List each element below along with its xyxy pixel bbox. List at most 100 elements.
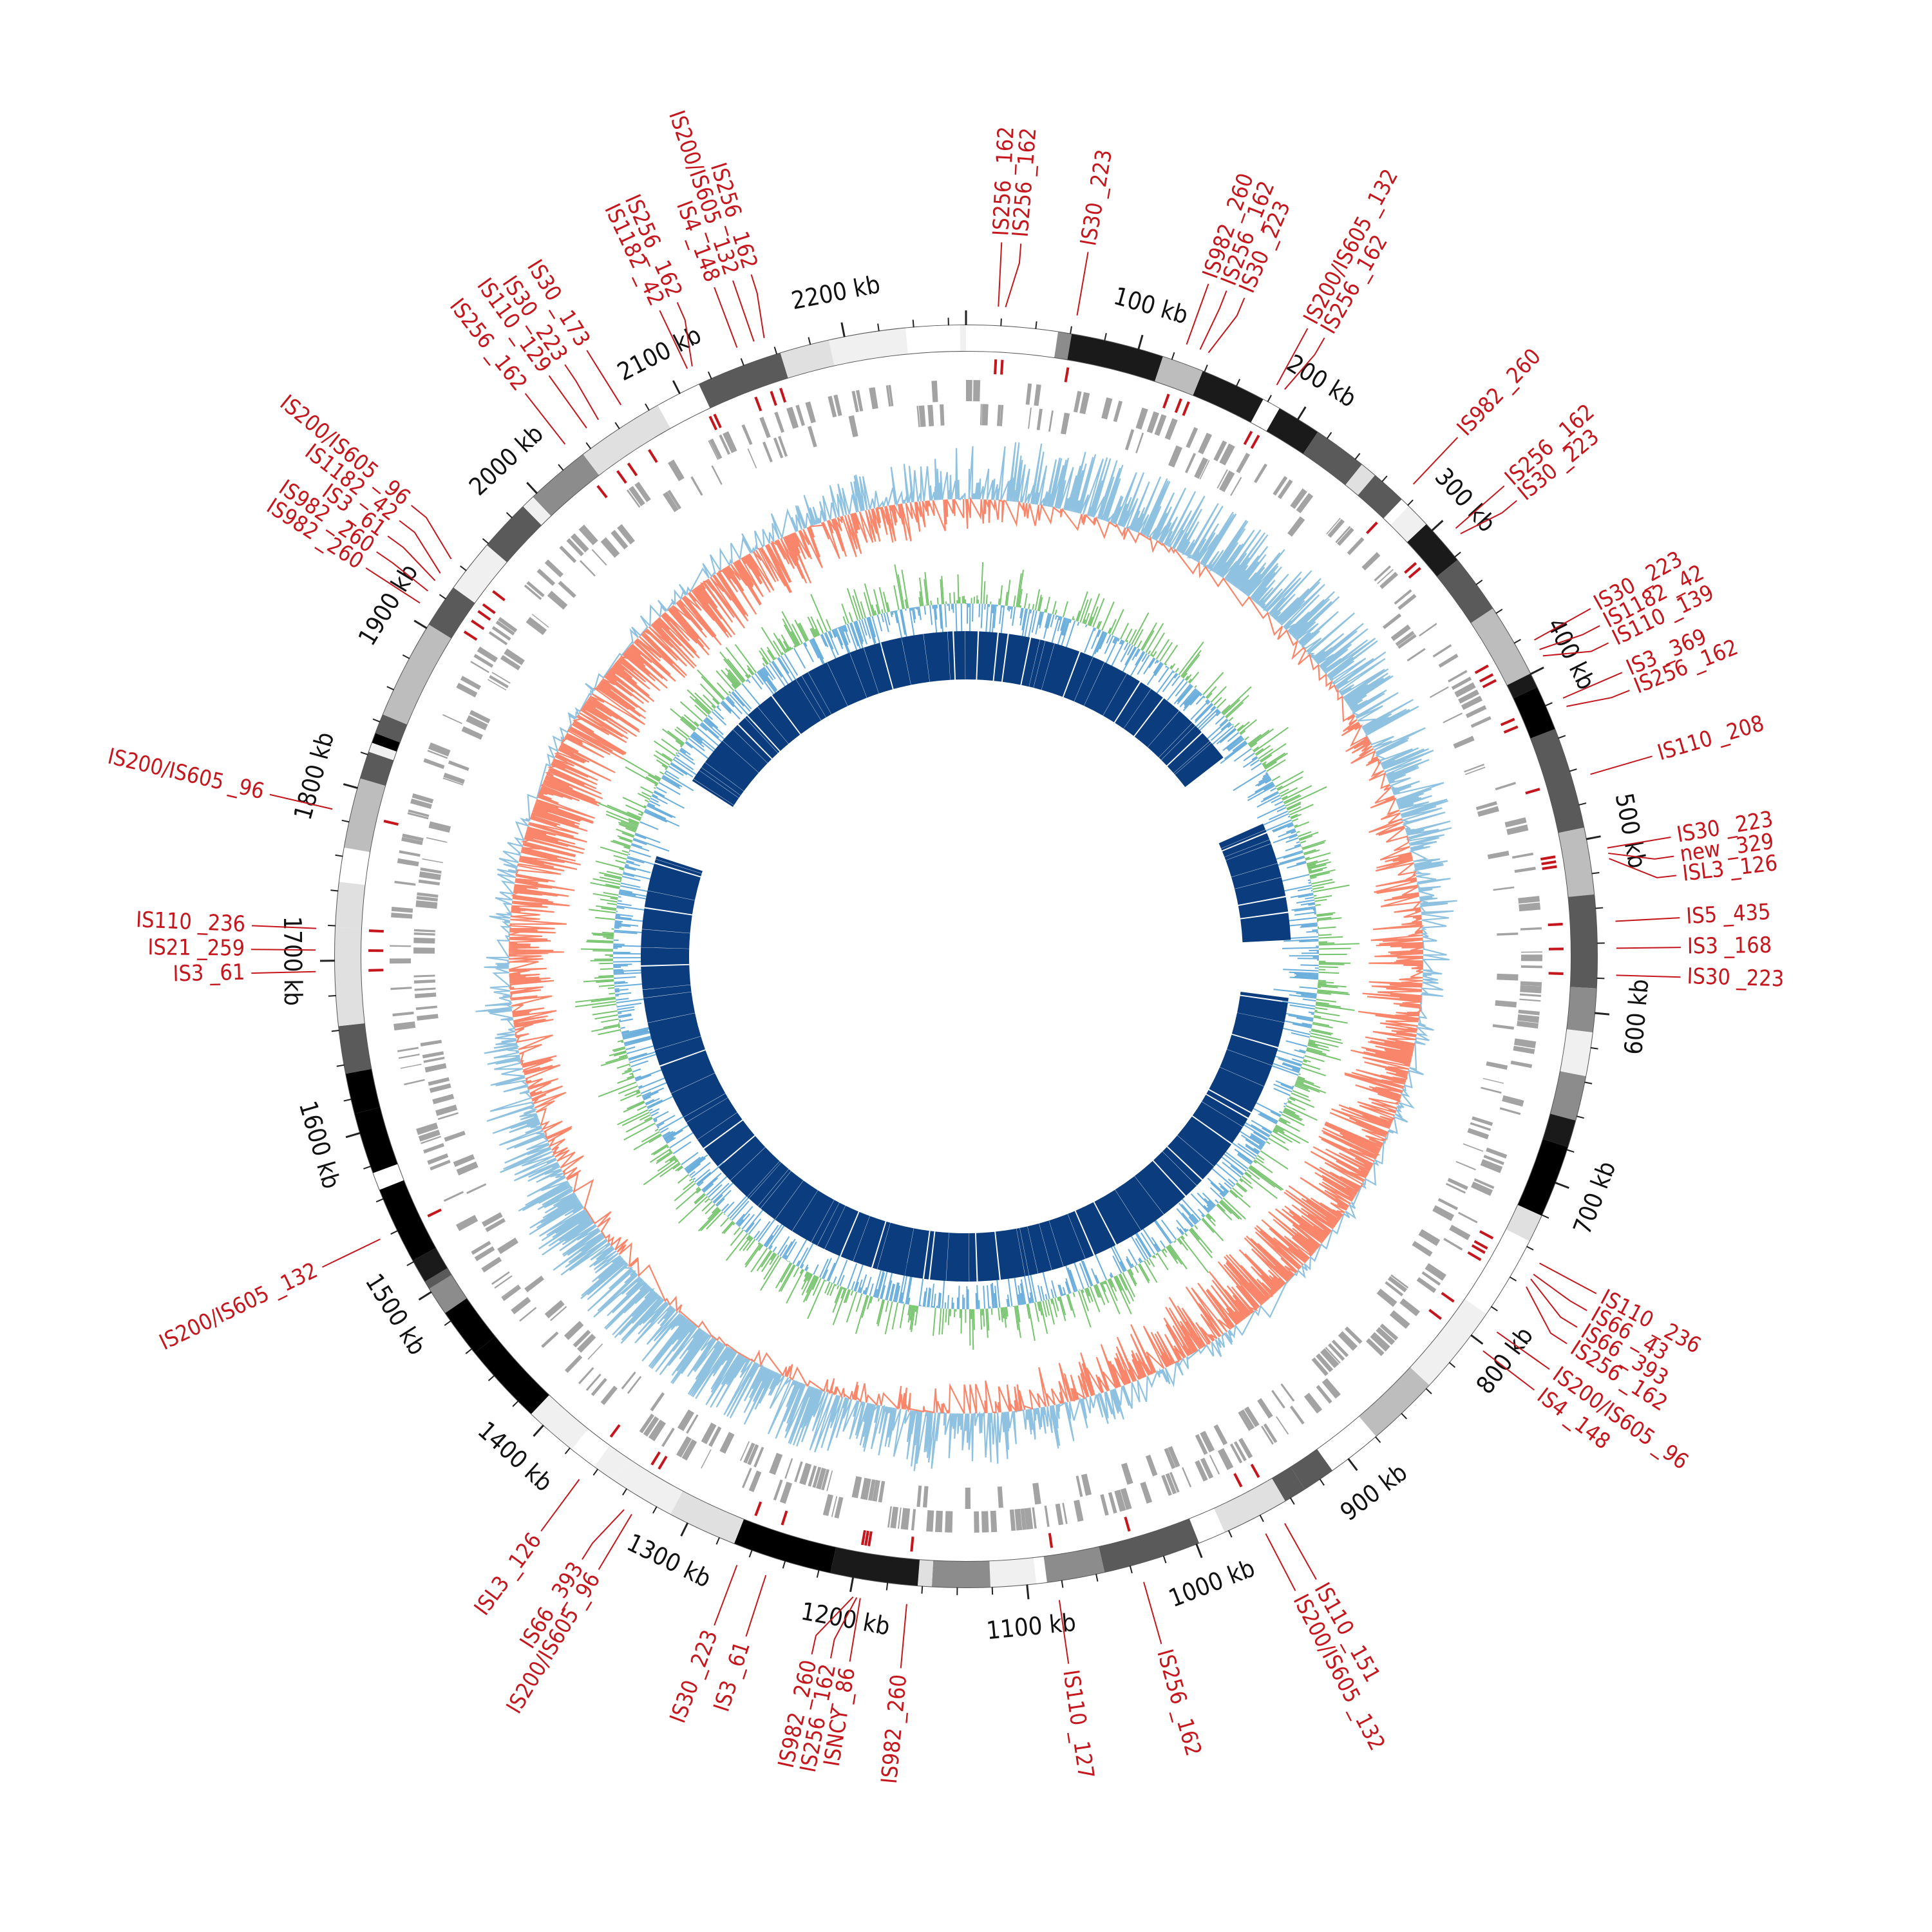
cds-feature	[1316, 1385, 1332, 1404]
cds-feature	[482, 1212, 503, 1227]
ideogram-block	[1507, 673, 1537, 699]
is-label-connector	[659, 310, 688, 369]
cds-feature	[1390, 624, 1411, 641]
cds-feature	[1140, 1481, 1153, 1504]
cds-feature	[558, 580, 576, 598]
cds-feature	[1257, 1397, 1273, 1419]
is-label-connector	[524, 393, 566, 445]
cds-feature	[448, 760, 469, 772]
cds-feature	[1060, 412, 1070, 435]
scale-tick	[877, 323, 880, 332]
is-element-label: IS110 _208	[1654, 710, 1767, 766]
cds-feature	[401, 837, 423, 846]
scale-tick	[1576, 1115, 1584, 1119]
cds-feature	[878, 1481, 886, 1502]
cds-feature	[466, 1183, 487, 1195]
scale-tick	[372, 718, 381, 723]
cds-feature	[1517, 1021, 1539, 1029]
cds-feature	[869, 387, 878, 410]
homology-block	[693, 770, 739, 806]
cds-feature	[1520, 985, 1542, 994]
scale-label: 1000 kb	[1165, 1553, 1259, 1613]
scale-tick	[680, 1522, 689, 1537]
cds-feature	[456, 683, 478, 697]
ideogram-block	[917, 1560, 934, 1587]
ideogram-block	[966, 325, 1058, 358]
cds-feature	[1395, 630, 1415, 647]
cds-feature	[1217, 1448, 1234, 1470]
scale-tick	[1545, 702, 1553, 706]
scale-label: 2000 kb	[464, 419, 549, 501]
homology-block	[1041, 643, 1080, 697]
scale-tick	[1137, 334, 1144, 350]
homology-block	[881, 638, 911, 689]
homology-block	[660, 1050, 715, 1094]
cds-feature	[922, 1486, 929, 1508]
scale-tick	[526, 482, 538, 495]
scale-tick	[715, 1537, 721, 1545]
scale-tick	[375, 1198, 384, 1203]
ideogram-block	[475, 1336, 549, 1414]
is-element-marker	[1540, 855, 1556, 861]
cds-feature	[621, 1371, 636, 1390]
cds-feature	[1108, 1492, 1117, 1514]
cds-feature	[868, 1479, 876, 1501]
cds-feature	[550, 1306, 567, 1321]
cds-feature	[1290, 488, 1307, 509]
cds-feature	[980, 404, 982, 426]
cds-feature	[828, 395, 837, 418]
homology-block	[877, 1222, 914, 1276]
cds-feature	[428, 1077, 450, 1086]
cds-feature	[1492, 1024, 1514, 1030]
cds-feature	[1280, 1383, 1295, 1402]
scale-label: 500 kb	[1610, 791, 1652, 871]
cds-feature	[1520, 927, 1542, 931]
scale-tick	[1513, 639, 1521, 644]
scale-tick	[912, 319, 914, 328]
cds-feature	[423, 758, 445, 770]
is-element-marker	[994, 359, 998, 375]
cds-feature	[759, 417, 771, 439]
cds-feature	[1135, 407, 1148, 430]
ideogram-block	[1471, 609, 1531, 685]
cds-feature	[1233, 1441, 1247, 1461]
cds-feature	[779, 1481, 793, 1504]
cds-feature	[491, 1271, 510, 1285]
ideogram-block	[413, 1247, 448, 1282]
scale-tick	[592, 1468, 599, 1476]
ideogram-block	[699, 353, 788, 408]
cds-feature	[442, 714, 462, 724]
cds-feature	[1419, 623, 1437, 637]
homology-block	[718, 1136, 766, 1180]
ideogram-block	[487, 506, 542, 562]
cds-feature	[413, 947, 435, 954]
cds-feature	[918, 405, 926, 428]
homology-block	[1240, 913, 1291, 943]
cds-feature	[591, 1378, 607, 1396]
cds-feature	[511, 1296, 531, 1314]
cds-feature	[1238, 1411, 1251, 1431]
homology-block	[733, 724, 772, 763]
homology-block	[654, 859, 702, 876]
ideogram-block	[373, 1164, 404, 1190]
cds-feature	[1376, 1327, 1396, 1345]
scale-label: 700 kb	[1567, 1157, 1621, 1238]
cds-feature	[1238, 1437, 1253, 1459]
cds-feature	[1443, 712, 1463, 724]
scale-tick	[360, 752, 368, 755]
cds-feature	[541, 1331, 559, 1349]
cds-feature	[931, 381, 938, 402]
cds-feature	[443, 1191, 464, 1202]
scale-tick	[1590, 1046, 1598, 1050]
cds-feature	[1486, 1147, 1508, 1159]
is-element-marker	[471, 620, 485, 630]
scale-tick	[482, 538, 489, 544]
cds-feature	[1219, 443, 1235, 466]
cds-feature	[417, 1014, 439, 1021]
cds-feature	[418, 879, 440, 886]
cds-feature	[1120, 1488, 1132, 1510]
homology-block	[1221, 829, 1267, 851]
ideogram-block	[445, 1298, 495, 1353]
cds-feature	[1454, 682, 1476, 697]
homology-block	[849, 647, 879, 698]
